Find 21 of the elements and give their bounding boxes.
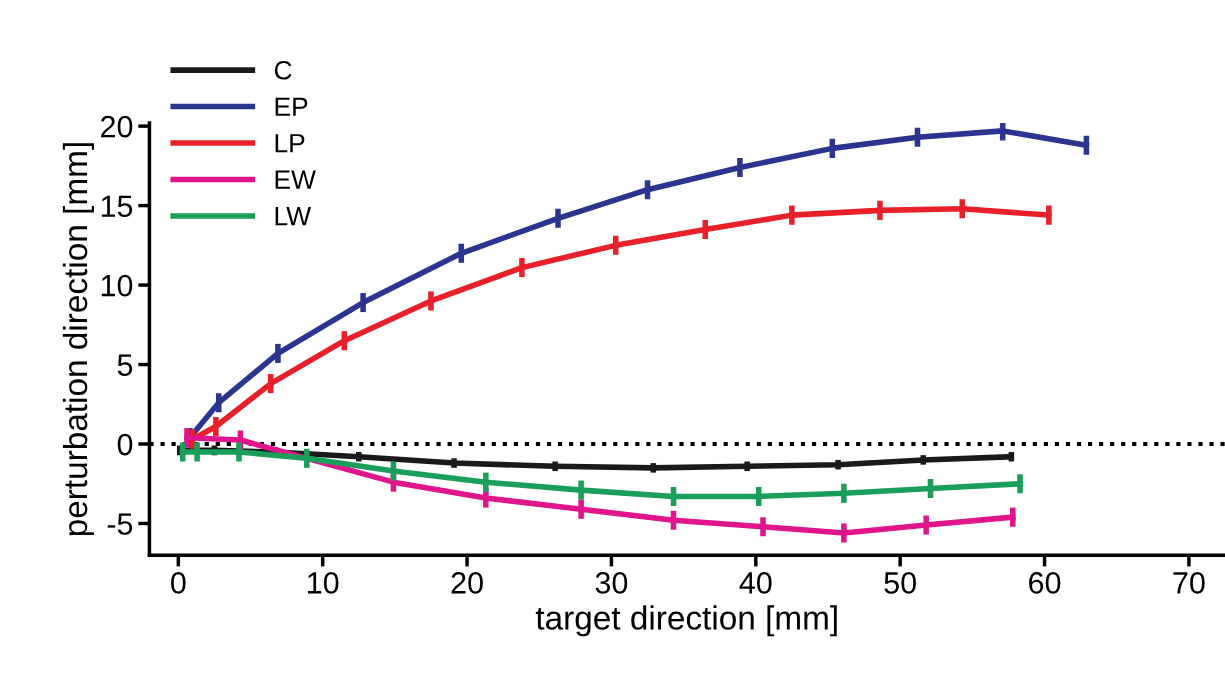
y-tick-label: 15 <box>101 195 133 217</box>
y-tick-label: 20 <box>101 115 133 138</box>
y-axis-title: perturbation direction [mm] <box>62 143 94 536</box>
x-tick-label: 40 <box>739 572 772 594</box>
x-tick-label: 60 <box>1029 572 1061 594</box>
x-tick-label: 50 <box>884 572 916 594</box>
legend-label: C <box>274 60 292 80</box>
legend-label: EW <box>275 170 316 189</box>
x-tick-label: 0 <box>171 572 186 594</box>
legend-label: LW <box>275 207 312 226</box>
y-tick-label: 5 <box>117 354 133 376</box>
x-axis-title: target direction [mm] <box>535 605 837 637</box>
y-tick-label: 10 <box>101 274 133 297</box>
x-tick-label: 10 <box>308 572 339 594</box>
x-tick-label: 30 <box>595 572 628 594</box>
y-tick-label: -5 <box>107 513 133 535</box>
legend-label: LP <box>275 134 305 153</box>
legend-label: EP <box>275 97 308 116</box>
y-tick-label: 0 <box>117 433 133 456</box>
x-tick-label: 20 <box>451 572 483 594</box>
x-tick-label: 70 <box>1173 572 1205 594</box>
